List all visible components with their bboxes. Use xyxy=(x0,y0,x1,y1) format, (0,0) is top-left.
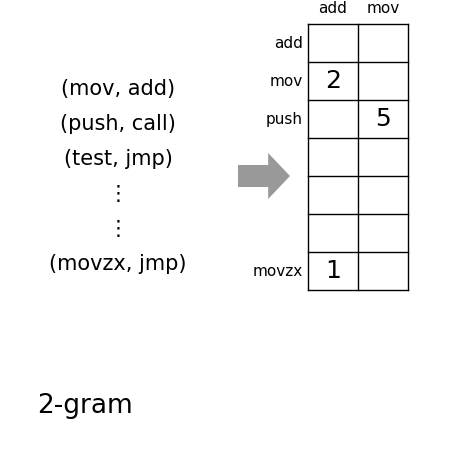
Text: ⋮: ⋮ xyxy=(108,219,128,239)
Text: push: push xyxy=(266,111,303,127)
Text: mov: mov xyxy=(270,73,303,89)
Text: (push, call): (push, call) xyxy=(60,114,176,134)
Text: 1: 1 xyxy=(325,259,341,283)
Text: movzx: movzx xyxy=(253,264,303,279)
Text: mov: mov xyxy=(366,0,400,16)
Text: ⋮: ⋮ xyxy=(108,184,128,204)
Text: 2: 2 xyxy=(325,69,341,93)
Text: (test, jmp): (test, jmp) xyxy=(64,149,173,169)
Text: 2-gram: 2-gram xyxy=(37,393,133,419)
Polygon shape xyxy=(238,153,290,199)
Text: add: add xyxy=(274,36,303,51)
Text: (mov, add): (mov, add) xyxy=(61,79,175,99)
Text: 5: 5 xyxy=(375,107,391,131)
Text: (movzx, jmp): (movzx, jmp) xyxy=(49,254,187,274)
Text: add: add xyxy=(319,0,347,16)
